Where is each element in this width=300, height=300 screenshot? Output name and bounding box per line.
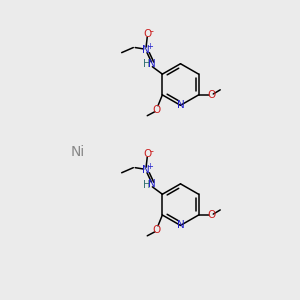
Text: -: - bbox=[149, 146, 153, 157]
Text: +: + bbox=[146, 42, 153, 51]
Text: O: O bbox=[143, 149, 152, 159]
Text: H: H bbox=[143, 59, 151, 69]
Text: +: + bbox=[146, 162, 153, 171]
Text: H: H bbox=[143, 179, 151, 190]
Text: N: N bbox=[148, 59, 155, 69]
Text: N: N bbox=[142, 45, 150, 55]
Text: -: - bbox=[149, 26, 153, 36]
Text: O: O bbox=[207, 90, 215, 100]
Text: Ni: Ni bbox=[71, 145, 85, 158]
Text: O: O bbox=[152, 105, 161, 115]
Text: O: O bbox=[207, 210, 215, 220]
Text: N: N bbox=[148, 179, 155, 189]
Text: N: N bbox=[177, 100, 184, 110]
Text: O: O bbox=[143, 29, 152, 39]
Text: N: N bbox=[177, 220, 184, 230]
Text: O: O bbox=[152, 225, 161, 235]
Text: N: N bbox=[142, 165, 150, 175]
